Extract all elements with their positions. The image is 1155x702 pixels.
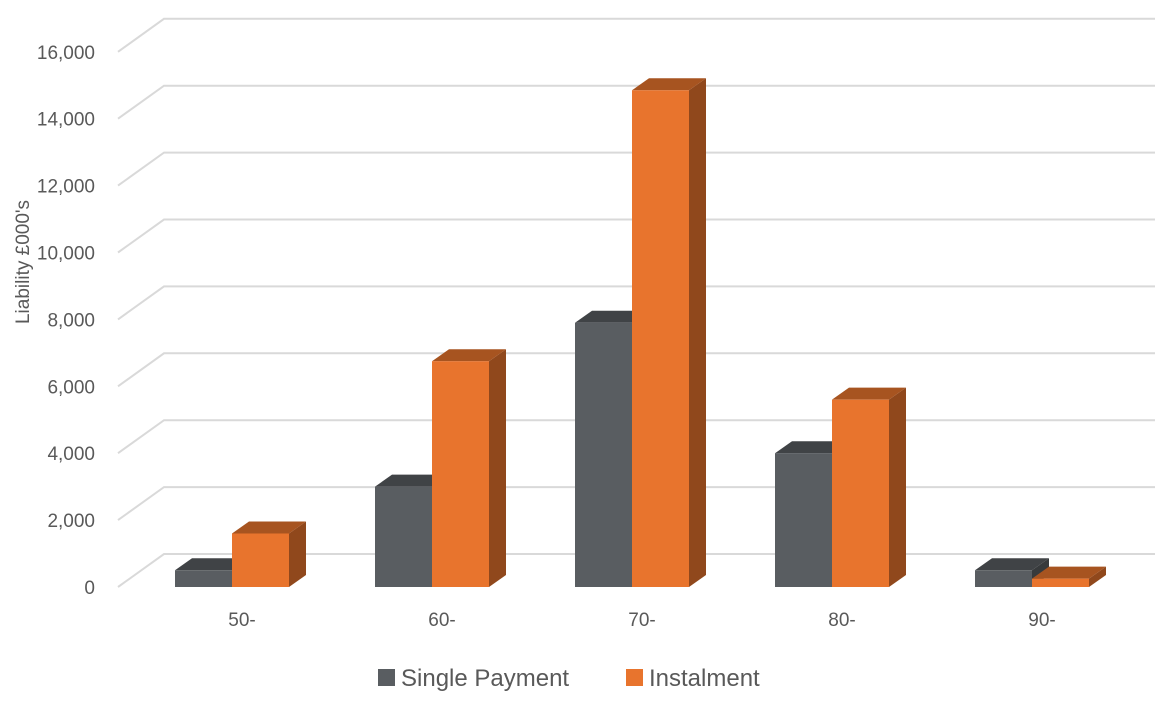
x-tick-label: 50- bbox=[228, 610, 255, 631]
gridline bbox=[117, 17, 1155, 53]
bar bbox=[232, 521, 306, 587]
gridline bbox=[117, 285, 1155, 321]
legend-label: Instalment bbox=[649, 665, 760, 692]
x-tick-label: 60- bbox=[428, 610, 455, 631]
bar bbox=[1032, 566, 1106, 587]
gridlines bbox=[117, 17, 1155, 588]
legend-item: Instalment bbox=[626, 665, 760, 692]
legend-item: Single Payment bbox=[378, 665, 569, 692]
y-axis-title: Liability £000's bbox=[13, 200, 34, 324]
x-tick-label: 90- bbox=[1028, 610, 1055, 631]
gridline bbox=[117, 352, 1155, 388]
gridline bbox=[117, 419, 1155, 455]
y-tick-label: 6,000 bbox=[47, 377, 95, 398]
x-axis-ticks: 50- 60- 70- 80- 90- bbox=[228, 610, 1055, 631]
bars bbox=[175, 78, 1106, 587]
y-tick-label: 2,000 bbox=[47, 511, 95, 532]
y-tick-label: 4,000 bbox=[47, 444, 95, 465]
y-tick-label: 14,000 bbox=[37, 110, 95, 131]
legend-label: Single Payment bbox=[401, 665, 569, 692]
legend: Single Payment Instalment bbox=[378, 665, 760, 692]
bar bbox=[832, 387, 906, 587]
gridline bbox=[117, 151, 1155, 187]
bar bbox=[632, 78, 706, 587]
x-tick-label: 80- bbox=[828, 610, 855, 631]
legend-swatch bbox=[378, 669, 395, 686]
y-tick-label: 12,000 bbox=[37, 177, 95, 198]
bar bbox=[432, 349, 506, 587]
y-tick-label: 10,000 bbox=[37, 244, 95, 265]
y-tick-label: 8,000 bbox=[47, 310, 95, 331]
y-tick-label: 16,000 bbox=[37, 43, 95, 64]
gridline bbox=[117, 84, 1155, 120]
y-axis-ticks: 0 2,000 4,000 6,000 8,000 10,000 12,000 14,000 1… bbox=[37, 43, 95, 599]
y-tick-label: 0 bbox=[84, 578, 95, 599]
legend-swatch bbox=[626, 669, 643, 686]
x-tick-label: 70- bbox=[628, 610, 655, 631]
gridline bbox=[117, 218, 1155, 254]
